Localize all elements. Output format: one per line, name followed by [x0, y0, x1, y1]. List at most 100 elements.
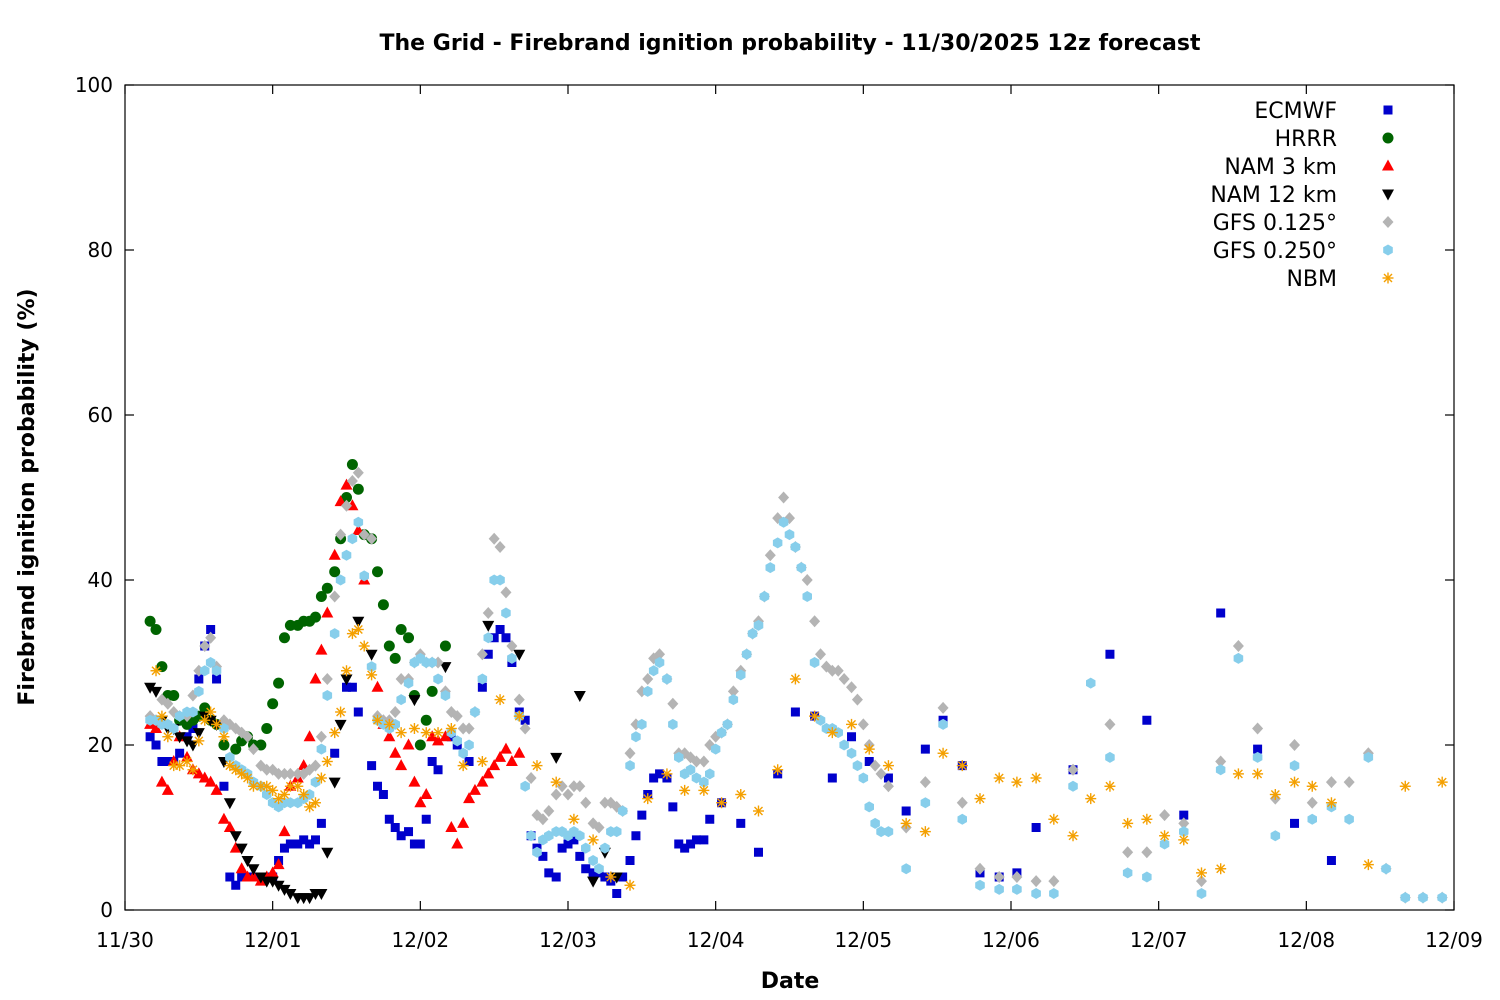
data-point	[1122, 846, 1134, 859]
data-point	[588, 868, 598, 878]
data-point	[494, 750, 507, 762]
data-point	[505, 755, 518, 766]
data-point	[372, 714, 384, 726]
data-point	[691, 772, 702, 784]
data-point	[383, 730, 396, 742]
data-point	[421, 814, 431, 824]
data-point	[284, 767, 296, 780]
data-point	[342, 682, 351, 692]
data-point	[568, 813, 580, 825]
data-point	[439, 662, 452, 674]
data-point	[562, 788, 574, 801]
data-point	[174, 710, 185, 722]
data-point	[144, 615, 156, 627]
data-point	[150, 665, 162, 677]
data-point	[870, 817, 880, 829]
data-point	[901, 806, 911, 816]
data-point	[624, 879, 636, 891]
data-point	[1068, 780, 1078, 792]
data-point	[975, 879, 985, 891]
data-point	[1215, 764, 1226, 776]
data-point	[735, 789, 747, 800]
data-point	[501, 607, 511, 619]
data-point	[790, 541, 801, 553]
data-point	[801, 574, 813, 586]
legend-marker	[1382, 272, 1394, 284]
data-point	[218, 739, 230, 751]
data-point	[864, 801, 874, 813]
data-point	[155, 775, 168, 787]
data-point	[846, 747, 857, 759]
data-point	[335, 706, 347, 718]
data-point	[778, 491, 790, 504]
data-point	[273, 793, 285, 805]
data-point	[727, 685, 739, 698]
series-hrrr	[144, 459, 451, 755]
data-point	[161, 783, 174, 795]
data-point	[329, 566, 341, 578]
data-point	[550, 752, 563, 764]
data-point	[847, 732, 857, 742]
data-point	[389, 652, 401, 664]
data-point	[1215, 863, 1227, 875]
data-point	[315, 643, 328, 655]
plot-frame	[124, 84, 1455, 911]
data-point	[1011, 776, 1023, 788]
data-point	[292, 780, 304, 792]
data-point	[225, 751, 235, 763]
data-point	[457, 816, 470, 828]
data-point	[315, 889, 328, 900]
data-point	[321, 756, 333, 767]
data-point	[1289, 739, 1301, 751]
data-point	[765, 562, 776, 574]
data-point	[1178, 834, 1190, 846]
x-tick-label: 12/04	[687, 928, 745, 952]
legend-marker	[1382, 189, 1394, 201]
data-point	[272, 880, 285, 892]
data-point	[557, 843, 567, 853]
data-point	[192, 767, 205, 779]
data-point	[224, 760, 236, 772]
data-point	[1307, 813, 1317, 825]
data-point	[212, 674, 222, 684]
data-point	[383, 640, 395, 652]
data-point	[396, 831, 406, 841]
data-point	[543, 805, 555, 817]
data-point	[573, 691, 586, 702]
data-point	[661, 768, 673, 780]
data-point	[389, 746, 402, 758]
data-point	[279, 843, 289, 853]
data-point	[612, 889, 622, 898]
data-point	[403, 677, 414, 689]
data-point	[668, 802, 678, 812]
data-point	[612, 826, 622, 838]
data-point	[863, 743, 875, 755]
data-point	[199, 714, 211, 726]
data-point	[150, 686, 163, 698]
data-point	[278, 632, 290, 644]
data-point	[266, 866, 279, 878]
data-point	[526, 830, 536, 842]
data-point	[937, 701, 949, 714]
data-point	[550, 788, 562, 801]
data-point	[587, 834, 599, 846]
data-point	[568, 780, 580, 793]
series-nam-3-km	[144, 478, 526, 886]
legend-label: GFS 0.250°	[1213, 239, 1337, 264]
legend-item: NBM	[1286, 267, 1394, 292]
data-point	[900, 817, 912, 829]
data-point	[482, 607, 494, 619]
data-point	[483, 649, 493, 659]
data-point	[445, 723, 457, 734]
data-point	[642, 793, 654, 805]
data-point	[1363, 751, 1374, 763]
data-point	[919, 776, 931, 789]
data-point	[402, 738, 415, 750]
data-point	[815, 714, 826, 726]
data-point	[815, 648, 827, 661]
data-point	[600, 842, 610, 854]
data-point	[1289, 776, 1301, 788]
legend-label: ECMWF	[1254, 99, 1337, 124]
data-point	[341, 665, 352, 677]
data-point	[790, 707, 800, 717]
